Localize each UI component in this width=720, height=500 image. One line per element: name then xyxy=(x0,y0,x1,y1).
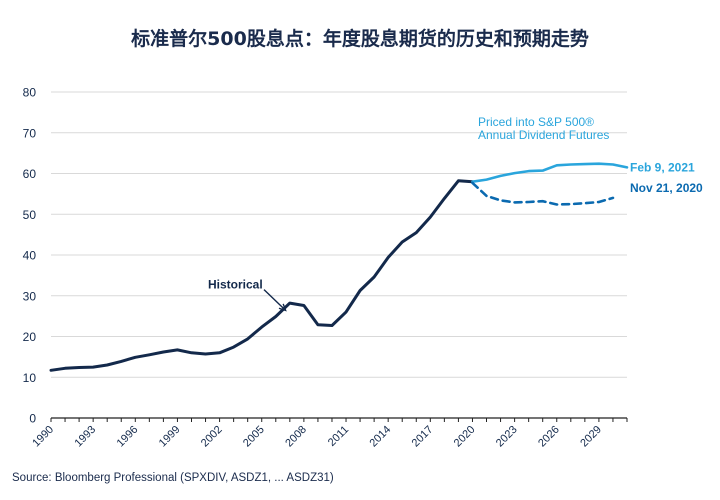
x-tick-label: 2005 xyxy=(241,424,267,450)
x-tick-label: 2014 xyxy=(367,424,393,450)
y-tick-label: 30 xyxy=(23,289,37,303)
x-tick-label: 1990 xyxy=(30,424,56,450)
historical-arrow-shaft xyxy=(263,289,287,311)
x-tick-label: 2017 xyxy=(410,424,436,450)
x-tick-label: 2029 xyxy=(578,424,604,450)
x-tick-label: 2011 xyxy=(326,424,351,449)
chart-title: 标准普尔500股息点：年度股息期货的历史和预期走势 xyxy=(131,28,589,50)
label-layer: Feb 9, 2021 Nov 21, 2020 Priced into S&P 5… xyxy=(208,115,703,312)
y-tick-label: 60 xyxy=(23,167,37,181)
y-tick-label: 50 xyxy=(23,208,37,222)
y-tick-label: 80 xyxy=(23,86,37,100)
y-tick-label: 70 xyxy=(23,126,37,140)
y-tick-label: 20 xyxy=(23,330,37,344)
futures-annotation-line2: Annual Dividend Futures xyxy=(478,128,609,142)
series-line-1 xyxy=(471,162,629,183)
axis-layer: 0 10 20 30 40 50 60 70 80 1990 1993 1996 1999 2002 200… xyxy=(23,86,628,450)
x-tick-label: 2023 xyxy=(494,424,520,450)
x-tick-label: 2002 xyxy=(199,424,225,450)
x-tick-label: 1999 xyxy=(157,424,183,450)
x-tick-label: 1993 xyxy=(72,424,98,450)
series-label-nov: Nov 21, 2020 xyxy=(630,181,703,195)
x-tick-label: 2020 xyxy=(452,424,478,450)
y-tick-label: 0 xyxy=(29,412,36,426)
x-tick-label: 2026 xyxy=(536,424,562,450)
historical-arrow-head xyxy=(278,303,287,312)
historical-annotation: Historical xyxy=(208,277,263,291)
series-label-feb: Feb 9, 2021 xyxy=(630,160,695,174)
futures-annotation-line1: Priced into S&P 500® xyxy=(478,115,594,129)
series-line-2 xyxy=(471,181,615,206)
source-note: Source: Bloomberg Professional (SPXDIV, … xyxy=(12,472,334,484)
x-tick-label: 2008 xyxy=(283,424,309,450)
y-tick-label: 10 xyxy=(23,371,37,385)
x-tick-label: 1996 xyxy=(115,424,141,450)
y-tick-label: 40 xyxy=(23,249,37,263)
series-line-0 xyxy=(49,179,474,372)
grid-layer xyxy=(51,91,627,378)
series-layer xyxy=(49,162,629,372)
